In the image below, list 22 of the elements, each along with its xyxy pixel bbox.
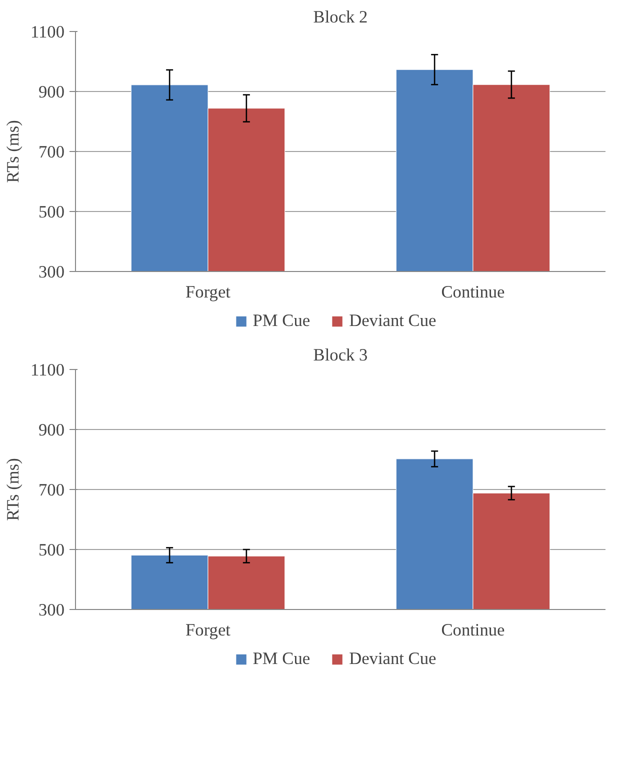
x-tick-label: Continue [441,282,506,302]
legend-label: PM Cue [252,311,310,331]
chart-title: Block 2 [313,8,368,26]
y-tick-label: 900 [38,420,65,440]
chart-title: Block 3 [313,346,368,364]
y-tick-label: 1100 [30,360,64,380]
y-tick-label: 900 [38,82,65,102]
y-tick-label: 1100 [30,22,64,42]
y-axis-title: RTs (ms) [3,120,22,183]
y-tick-label: 500 [38,540,65,560]
y-axis-title: RTs (ms) [3,458,22,521]
legend-label: PM Cue [252,649,310,669]
y-tick-label: 300 [38,600,65,620]
x-tick-label: Forget [186,282,231,302]
y-tick-label: 300 [38,262,65,282]
y-tick-label: 700 [38,142,65,162]
y-tick-label: 500 [38,202,65,222]
legend-label: Deviant Cue [349,311,436,331]
legend-label: Deviant Cue [349,649,436,669]
y-tick-label: 700 [38,480,65,500]
x-tick-label: Forget [186,620,231,640]
x-tick-label: Continue [441,620,506,640]
